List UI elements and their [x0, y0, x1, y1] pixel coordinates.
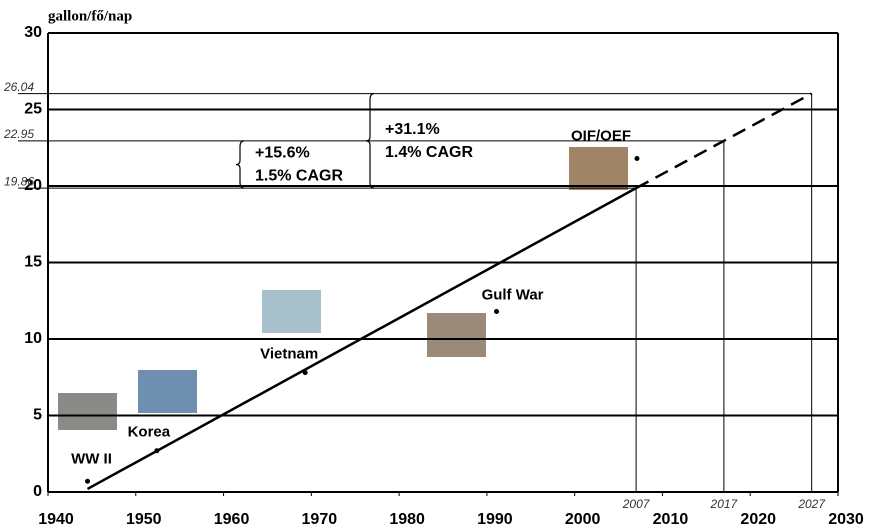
reference-y-label: 22.95: [3, 127, 34, 141]
photo-gulf-war: [427, 313, 486, 357]
chart: gallon/fő/nap 05101520253019401950196019…: [0, 0, 873, 529]
point-label: Gulf War: [482, 286, 544, 303]
x-tick-label: 2000: [565, 511, 601, 528]
photo-korea: [138, 370, 197, 413]
point-label: Vietnam: [260, 346, 318, 363]
reference-y-label: 26.04: [3, 80, 34, 94]
reference-x-label: 2027: [797, 497, 826, 511]
reference-x-label: 2007: [622, 497, 651, 511]
data-point: [85, 479, 90, 484]
point-label: Korea: [128, 424, 171, 441]
annotation: +31.1%: [385, 121, 440, 138]
y-tick-label: 30: [24, 24, 42, 41]
x-tick-label: 1940: [38, 511, 74, 528]
x-tick-label: 1980: [389, 511, 425, 528]
data-point: [634, 156, 639, 161]
x-tick-label: 2020: [740, 511, 776, 528]
annotation: 1.5% CAGR: [255, 168, 343, 185]
photo-oif: [569, 147, 628, 190]
x-tick-label: 1990: [477, 511, 513, 528]
y-tick-label: 5: [33, 407, 42, 424]
data-point: [303, 370, 308, 375]
y-tick-label: 0: [33, 483, 42, 500]
reference-x-label: 2017: [710, 497, 739, 511]
y-tick-label: 15: [24, 254, 42, 271]
annotation: +15.6%: [255, 145, 310, 162]
y-tick-label: 25: [24, 101, 42, 118]
x-tick-label: 1950: [126, 511, 162, 528]
annotation: 1.4% CAGR: [385, 144, 473, 161]
x-tick-label: 2010: [653, 511, 689, 528]
photo-vietnam: [262, 290, 321, 333]
brace: [236, 141, 244, 188]
point-label: WW II: [71, 450, 112, 467]
data-point: [494, 309, 499, 314]
reference-y-label: 19.86: [4, 174, 34, 188]
y-axis-label: gallon/fő/nap: [48, 8, 132, 24]
photo-ww2: [58, 393, 117, 430]
x-tick-label: 1970: [302, 511, 338, 528]
point-label: OIF/OEF: [571, 127, 631, 144]
y-tick-label: 10: [24, 330, 42, 347]
x-tick-label: 2030: [828, 511, 864, 528]
x-tick-label: 1960: [214, 511, 250, 528]
data-point: [154, 448, 159, 453]
